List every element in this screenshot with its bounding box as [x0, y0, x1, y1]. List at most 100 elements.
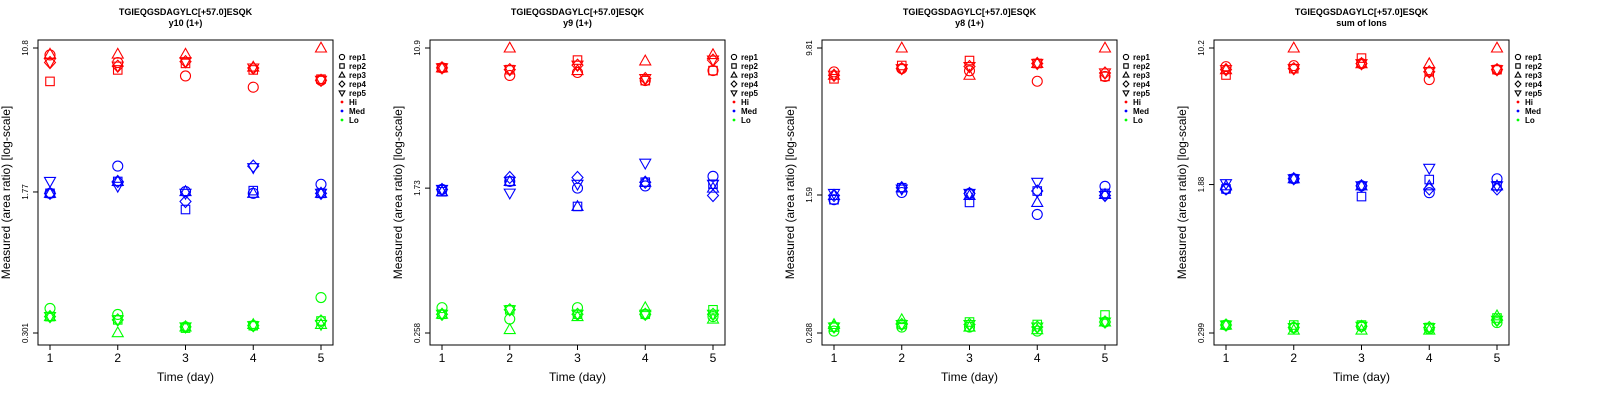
y-tick-label: 1.88 [1197, 176, 1206, 192]
data-point-med-rep5 [435, 184, 449, 197]
data-point-med-rep4 [179, 194, 192, 209]
data-point-med-rep3 [1422, 178, 1436, 191]
x-axis-label: Time (day) [157, 370, 214, 384]
legend-dot-hi [1516, 100, 1520, 104]
legend-label: rep5 [741, 89, 758, 98]
legend-marker-rep2 [1123, 63, 1129, 69]
legend-label: Lo [741, 116, 751, 125]
data-point-med-rep4 [895, 180, 908, 195]
data-point-hi-rep1 [1031, 75, 1043, 87]
legend-label: rep1 [741, 53, 758, 62]
x-axis-label: Time (day) [549, 370, 606, 384]
data-point-lo-rep3 [111, 325, 125, 338]
y-tick-label: 10.9 [413, 40, 422, 56]
x-tick-label: 2 [1290, 351, 1297, 365]
data-points [827, 41, 1112, 337]
data-point-hi-rep3 [895, 41, 909, 53]
data-point-med-rep1 [1031, 208, 1043, 220]
data-point-med-rep4 [571, 170, 584, 185]
data-point-lo-rep5 [1490, 315, 1504, 328]
data-point-hi-rep5 [1287, 64, 1301, 76]
data-point-lo-rep5 [706, 309, 720, 322]
legend-marker-rep1 [338, 53, 346, 61]
y-tick-label: 1.59 [805, 187, 814, 203]
data-point-hi-rep3 [638, 54, 652, 66]
data-point-med-rep5 [571, 179, 584, 192]
data-point-hi-rep5 [503, 65, 517, 77]
x-tick-label: 5 [710, 351, 717, 365]
chart-title: TGIEQGSDAGYLC[+57.0]ESQK [903, 7, 1037, 17]
y-tick-label: 9.81 [805, 40, 814, 56]
data-point-hi-rep3 [503, 41, 517, 53]
data-point-lo-rep5 [1355, 321, 1368, 334]
y-tick-label: 0.258 [413, 322, 422, 343]
data-point-med-rep3 [571, 199, 584, 211]
data-point-lo-rep5 [638, 309, 652, 322]
data-points [435, 41, 720, 335]
legend-marker-rep4 [1514, 80, 1522, 88]
data-point-hi-rep2 [112, 65, 123, 75]
data-point-lo-rep5 [963, 319, 976, 332]
data-point-hi-rep5 [1422, 67, 1436, 79]
legend-dot-med [340, 109, 344, 113]
plot-frame [37, 39, 334, 346]
data-point-med-rep5 [1355, 181, 1368, 193]
legend-label: Lo [1133, 116, 1143, 125]
data-point-med-rep5 [706, 179, 720, 192]
legend-marker-rep1 [1514, 53, 1522, 61]
data-point-hi-rep3 [1030, 56, 1044, 69]
data-point-med-rep3 [638, 175, 652, 187]
legend-marker-rep5 [1514, 90, 1522, 98]
x-tick-label: 4 [642, 351, 649, 365]
legend-label: rep5 [349, 89, 366, 98]
legend-marker-rep3 [730, 70, 738, 78]
x-tick-label: 2 [114, 351, 121, 365]
legend-label: rep5 [1133, 89, 1150, 98]
plot-frame [429, 39, 726, 346]
y-axis-label: Measured (area ratio) [log-scale] [0, 106, 13, 279]
legend-marker-rep2 [1515, 63, 1521, 69]
data-points [43, 41, 328, 338]
legend-marker-rep4 [1122, 80, 1130, 88]
data-point-hi-rep5 [963, 61, 976, 74]
y-axis-label: Measured (area ratio) [log-scale] [1175, 106, 1189, 279]
data-point-hi-rep5 [179, 57, 192, 69]
legend-marker-rep2 [731, 63, 737, 69]
data-point-lo-rep5 [1422, 322, 1436, 335]
data-point-lo-rep4 [314, 314, 328, 328]
data-point-hi-rep2 [45, 76, 55, 87]
data-point-med-rep1 [1423, 187, 1435, 199]
chart-title: TGIEQGSDAGYLC[+57.0]ESQK [119, 7, 253, 17]
data-point-med-rep5 [1422, 163, 1436, 176]
x-tick-label: 4 [1034, 351, 1041, 365]
data-point-lo-rep3 [895, 312, 909, 325]
legend-label: Hi [1525, 98, 1533, 107]
legend-dot-hi [340, 100, 344, 104]
legend-label: rep2 [741, 62, 758, 71]
data-point-hi-rep5 [1098, 68, 1112, 80]
data-point-med-rep4 [43, 186, 57, 201]
data-point-hi-rep5 [111, 61, 125, 74]
chart-subtitle: sum of Ions [1336, 18, 1387, 28]
data-point-hi-rep1 [707, 65, 719, 77]
legend-label: rep3 [1133, 71, 1150, 80]
legend-dot-lo [340, 118, 344, 122]
legend-label: rep4 [349, 80, 366, 89]
legend-label: rep3 [1525, 71, 1542, 80]
data-point-med-rep4 [503, 170, 516, 185]
data-point-med-rep3 [43, 186, 57, 198]
legend-label: rep1 [1525, 53, 1542, 62]
data-point-hi-rep5 [246, 63, 260, 75]
legend-label: Med [741, 107, 757, 116]
data-point-med-rep5 [111, 181, 125, 194]
legend-dot-lo [732, 118, 736, 122]
data-point-hi-rep3 [571, 63, 584, 76]
data-point-lo-rep1 [828, 325, 840, 337]
data-point-med-rep3 [1030, 195, 1044, 207]
legend-dot-med [1516, 109, 1520, 113]
data-point-hi-rep1 [504, 69, 516, 82]
